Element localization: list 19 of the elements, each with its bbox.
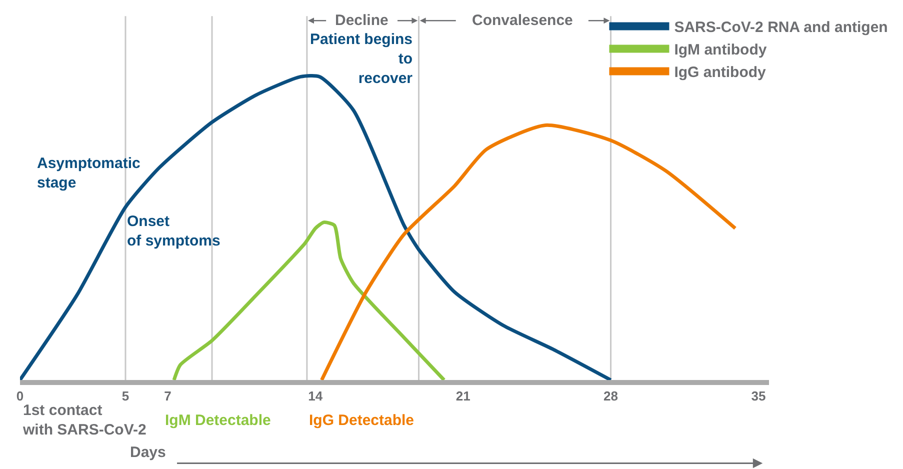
x-tick-label: 35 bbox=[751, 388, 766, 404]
legend-label: IgM antibody bbox=[674, 42, 768, 59]
annotation: Onset of symptoms bbox=[127, 213, 220, 250]
x-axis-title: Days bbox=[130, 444, 166, 461]
x-tick-label: 5 bbox=[122, 388, 130, 404]
legend-label: IgG antibody bbox=[674, 64, 767, 82]
text: IgG Detectable bbox=[309, 412, 414, 429]
text: Convalesence bbox=[472, 12, 573, 29]
text: 1st contact with SARS-CoV-2 bbox=[22, 402, 146, 438]
annotation: Patient begins to recover bbox=[310, 31, 413, 87]
text: Decline bbox=[335, 12, 388, 29]
x-tick-label: 7 bbox=[164, 388, 172, 404]
x-tick-label: 28 bbox=[604, 388, 618, 404]
x-tick-label: 21 bbox=[456, 388, 470, 404]
x-tick-label: 0 bbox=[16, 388, 24, 404]
legend-label: SARS-CoV-2 RNA and antigen bbox=[674, 19, 888, 36]
text: IgM Detectable bbox=[165, 412, 271, 429]
annotation: Asymptomatic stage bbox=[37, 155, 140, 192]
x-tick-label: 14 bbox=[308, 388, 324, 404]
